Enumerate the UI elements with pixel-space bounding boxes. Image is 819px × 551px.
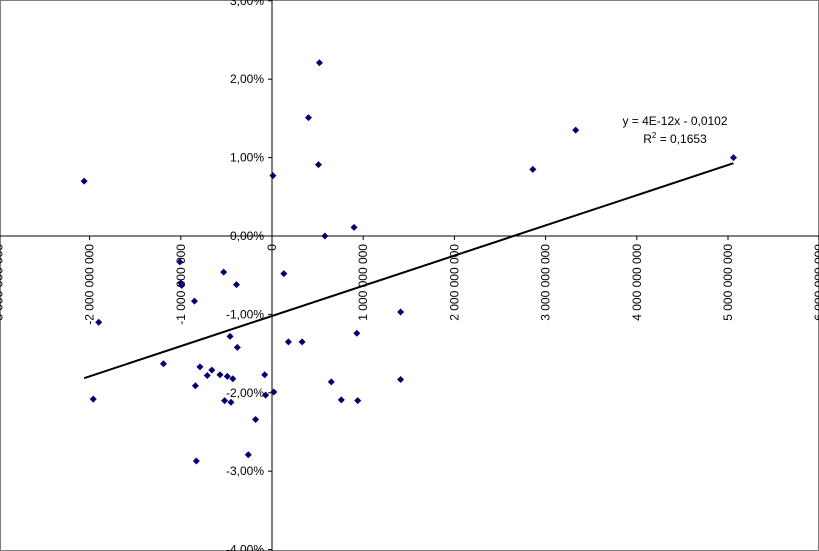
data-point xyxy=(80,177,88,185)
x-tick-label: 3 000 000 000 xyxy=(539,244,553,321)
data-point xyxy=(729,154,737,162)
x-tick-label: 1 000 000 000 xyxy=(356,244,370,321)
labels-layer: y = 4E-12x - 0,0102 R2 = 0,1653 xyxy=(622,114,727,146)
data-point xyxy=(191,382,199,390)
x-tick-label: 0 xyxy=(265,244,279,251)
data-point xyxy=(262,391,270,399)
points-layer xyxy=(80,59,737,465)
data-point xyxy=(221,397,229,405)
data-point xyxy=(89,395,97,403)
x-tick-label: 5 000 000 000 xyxy=(721,244,735,321)
data-point xyxy=(220,268,228,276)
data-point xyxy=(397,375,405,383)
y-tick-label: 3,00% xyxy=(230,0,264,8)
data-point xyxy=(280,270,288,278)
data-point xyxy=(216,371,224,379)
y-tick-label: -1,00% xyxy=(226,307,264,321)
trendline-r-squared: R2 = 0,1653 xyxy=(643,131,707,146)
data-point xyxy=(315,59,323,67)
data-point xyxy=(529,165,537,173)
y-tick-label: 1,00% xyxy=(230,151,264,165)
data-point xyxy=(298,338,306,346)
data-point xyxy=(95,318,103,326)
data-point xyxy=(397,308,405,316)
data-point xyxy=(321,232,329,240)
x-tick-label: 6 000 000 000 xyxy=(812,244,819,321)
y-tick-label: 0,00% xyxy=(230,229,264,243)
data-point xyxy=(270,388,278,396)
data-point xyxy=(196,363,204,371)
data-point xyxy=(261,371,269,379)
data-point xyxy=(572,126,580,134)
y-tick-label: -3,00% xyxy=(226,464,264,478)
data-point xyxy=(159,360,167,368)
data-point xyxy=(354,397,362,405)
y-tick-label: -2,00% xyxy=(226,386,264,400)
data-point xyxy=(176,258,184,266)
data-point xyxy=(223,372,231,380)
data-point xyxy=(244,451,252,459)
data-point xyxy=(229,375,237,383)
data-point xyxy=(284,338,292,346)
trendline-layer xyxy=(83,162,734,380)
data-point xyxy=(304,114,312,122)
trendline-equation: y = 4E-12x - 0,0102 xyxy=(622,114,727,128)
data-point xyxy=(337,396,345,404)
x-tick-label: 2 000 000 000 xyxy=(447,244,461,321)
data-point xyxy=(269,172,277,180)
x-tick-label: -2 000 000 000 xyxy=(83,244,97,325)
y-tick-label: 2,00% xyxy=(230,72,264,86)
data-point xyxy=(315,161,323,169)
data-point xyxy=(192,457,200,465)
data-point xyxy=(233,343,241,351)
x-tick-label: -3 000 000 000 xyxy=(0,244,5,325)
data-point xyxy=(178,281,186,289)
data-point xyxy=(190,297,198,305)
data-point xyxy=(232,281,240,289)
data-point xyxy=(350,223,358,231)
data-point xyxy=(208,366,216,374)
data-point xyxy=(252,415,260,423)
data-point xyxy=(327,378,335,386)
y-tick-label: -4,00% xyxy=(226,543,264,551)
data-point xyxy=(203,372,211,380)
x-tick-label: 4 000 000 000 xyxy=(630,244,644,321)
data-point xyxy=(353,329,361,337)
data-point xyxy=(226,332,234,340)
trendline xyxy=(83,162,734,380)
data-point xyxy=(227,398,235,406)
